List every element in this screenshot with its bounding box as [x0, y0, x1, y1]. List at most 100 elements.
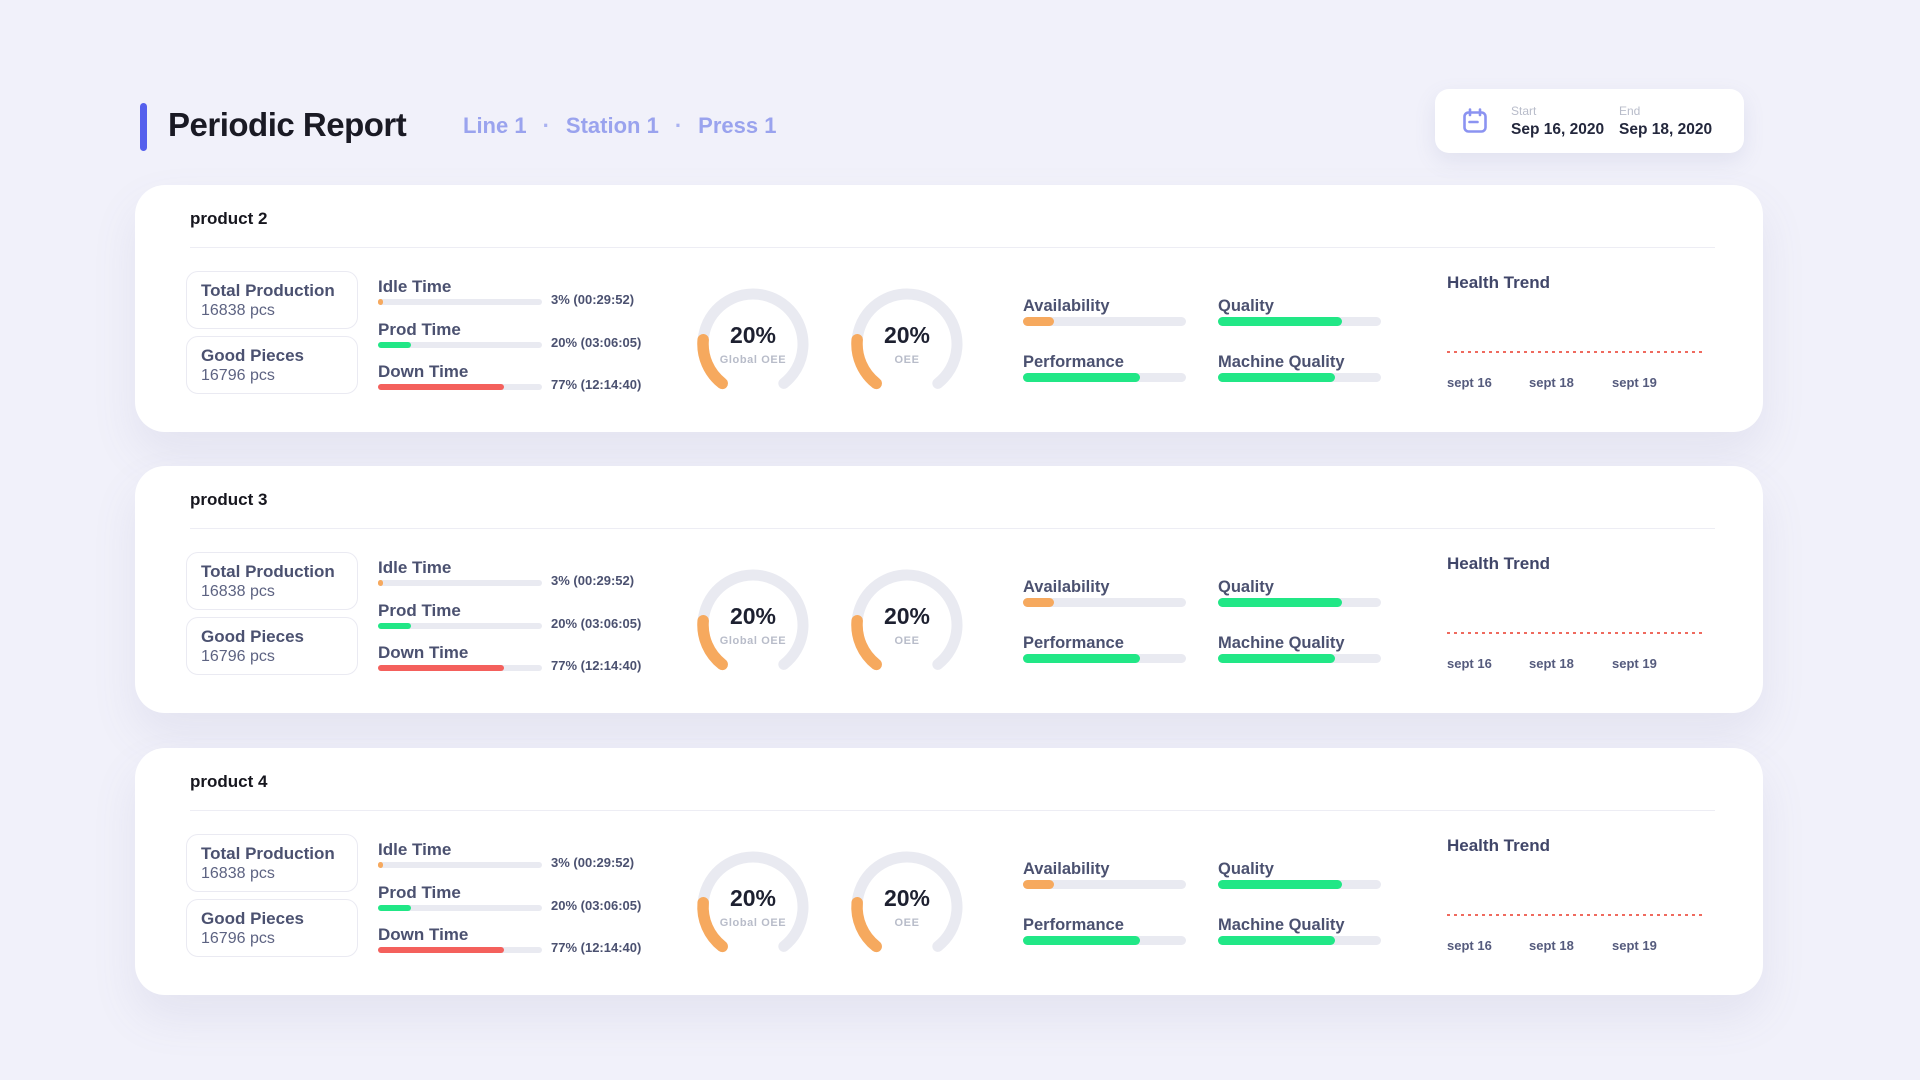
health-trend-date: sept 16 [1447, 656, 1492, 671]
down-time-value: 77% (12:14:40) [551, 940, 642, 955]
quality-bar [1218, 880, 1381, 889]
availability-label: Availability [1023, 860, 1110, 878]
performance-bar [1023, 654, 1186, 663]
oee-gauge: 20% OEE [845, 845, 969, 969]
date-end: End Sep 18, 2020 [1619, 104, 1712, 139]
machine-quality-bar-fill [1218, 373, 1336, 382]
idle-time-bar [378, 862, 542, 868]
down-time-bar [378, 665, 542, 671]
down-time-bar [378, 947, 542, 953]
performance-bar [1023, 936, 1186, 945]
prod-time-value: 20% (03:06:05) [551, 335, 642, 350]
product-card: product 2 Total Production 16838 pcs Goo… [135, 185, 1763, 432]
health-trend-date: sept 19 [1612, 375, 1657, 390]
availability-bar-fill [1023, 317, 1054, 326]
health-trend: Health Trend sept 16 sept 18 sept 19 [1447, 185, 1709, 432]
global-oee-gauge: 20% Global OEE [691, 282, 815, 406]
prod-time-bar-fill [378, 342, 411, 348]
global-oee-label: Global OEE [719, 354, 787, 366]
quality-label: Quality [1218, 578, 1274, 596]
total-production-box: Total Production 16838 pcs [186, 271, 358, 329]
health-trend-date: sept 18 [1529, 938, 1574, 953]
prod-time-bar [378, 342, 542, 348]
prod-time-value: 20% (03:06:05) [551, 616, 642, 631]
calendar-icon [1463, 108, 1487, 133]
down-time-value: 77% (12:14:40) [551, 658, 642, 673]
machine-quality-bar [1218, 936, 1381, 945]
performance-label: Performance [1023, 353, 1124, 371]
performance-label: Performance [1023, 634, 1124, 652]
product-card-title: product 3 [190, 490, 268, 509]
breadcrumb-press[interactable]: Press 1 [698, 113, 777, 138]
total-production-value: 16838 pcs [201, 582, 275, 600]
health-trend-date: sept 18 [1529, 375, 1574, 390]
health-trend-title: Health Trend [1447, 273, 1550, 292]
total-production-value: 16838 pcs [201, 301, 275, 319]
idle-time-bar-fill [378, 299, 383, 305]
health-trend-date: sept 18 [1529, 656, 1574, 671]
performance-bar [1023, 373, 1186, 382]
oee-label: OEE [894, 917, 920, 929]
machine-quality-label: Machine Quality [1218, 353, 1345, 371]
health-trend-line [1447, 351, 1703, 353]
quality-bar-fill [1218, 598, 1342, 607]
down-time-bar-fill [378, 665, 505, 671]
product-card-title: product 2 [190, 209, 268, 228]
machine-quality-bar [1218, 654, 1381, 663]
breadcrumb-separator: · [542, 113, 550, 138]
date-end-label: End [1619, 103, 1641, 118]
idle-time-label: Idle Time [378, 277, 452, 296]
breadcrumb-separator: · [674, 113, 683, 138]
down-time-label: Down Time [378, 362, 469, 381]
card-divider [190, 247, 1715, 248]
availability-bar [1023, 317, 1186, 326]
date-range-picker[interactable]: Start Sep 16, 2020 End Sep 18, 2020 [1435, 89, 1744, 153]
global-oee-percent: 20% [729, 603, 777, 629]
oee-gauge: 20% OEE [845, 282, 969, 406]
health-trend-title: Health Trend [1447, 554, 1550, 573]
availability-bar [1023, 598, 1186, 607]
good-pieces-value: 16796 pcs [201, 929, 275, 947]
breadcrumb-line[interactable]: Line 1 [463, 113, 527, 138]
machine-quality-label: Machine Quality [1218, 916, 1345, 934]
total-production-box: Total Production 16838 pcs [186, 552, 358, 610]
health-trend-title: Health Trend [1447, 836, 1550, 855]
idle-time-label: Idle Time [378, 840, 452, 859]
quality-label: Quality [1218, 297, 1274, 315]
down-time-bar-fill [378, 384, 505, 390]
oee-percent: 20% [883, 322, 931, 348]
availability-bar-fill [1023, 880, 1054, 889]
date-end-value: Sep 18, 2020 [1619, 120, 1713, 138]
oee-percent: 20% [883, 885, 931, 911]
global-oee-percent: 20% [729, 322, 777, 348]
idle-time-bar [378, 580, 542, 586]
good-pieces-value: 16796 pcs [201, 647, 275, 665]
breadcrumb-station[interactable]: Station 1 [565, 113, 659, 138]
prod-time-label: Prod Time [378, 883, 461, 902]
date-start-value: Sep 16, 2020 [1511, 120, 1605, 138]
machine-quality-bar [1218, 373, 1381, 382]
good-pieces-label: Good Pieces [201, 908, 304, 928]
total-production-label: Total Production [201, 280, 335, 300]
health-trend-date: sept 16 [1447, 375, 1492, 390]
total-production-value: 16838 pcs [201, 864, 275, 882]
performance-label: Performance [1023, 916, 1124, 934]
global-oee-label: Global OEE [719, 917, 787, 929]
good-pieces-label: Good Pieces [201, 345, 304, 365]
health-trend-date: sept 19 [1612, 938, 1657, 953]
idle-time-bar [378, 299, 542, 305]
good-pieces-box: Good Pieces 16796 pcs [186, 899, 358, 957]
health-trend: Health Trend sept 16 sept 18 sept 19 [1447, 466, 1709, 713]
quality-bar [1218, 317, 1381, 326]
oee-percent: 20% [883, 603, 931, 629]
down-time-bar-fill [378, 947, 505, 953]
global-oee-percent: 20% [729, 885, 777, 911]
idle-time-value: 3% (00:29:52) [551, 855, 635, 870]
good-pieces-box: Good Pieces 16796 pcs [186, 617, 358, 675]
quality-bar-fill [1218, 880, 1342, 889]
product-card: product 3 Total Production 16838 pcs Goo… [135, 466, 1763, 713]
total-production-label: Total Production [201, 843, 335, 863]
prod-time-bar-fill [378, 623, 411, 629]
health-trend-date: sept 16 [1447, 938, 1492, 953]
prod-time-label: Prod Time [378, 601, 461, 620]
